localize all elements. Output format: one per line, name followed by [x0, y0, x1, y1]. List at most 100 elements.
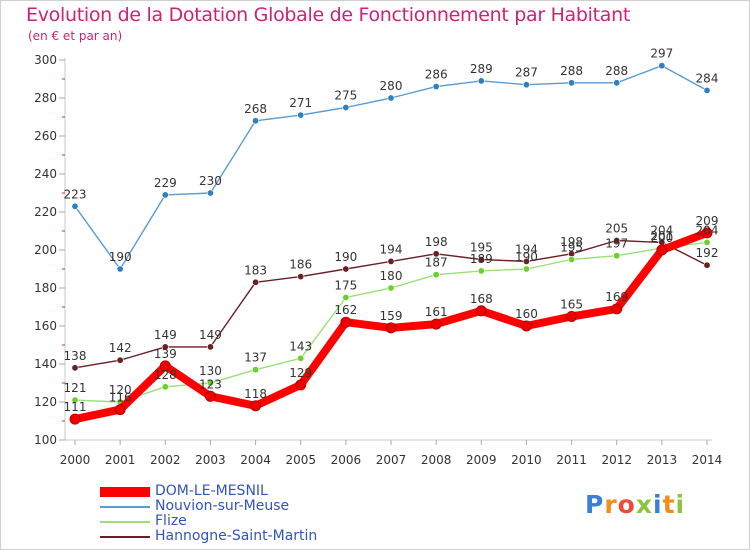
data-point-flize: [613, 252, 621, 260]
data-point-dom-le-mesnil: [250, 400, 262, 412]
data-label-nouvion-sur-meuse: 223: [64, 187, 87, 201]
legend-label-nouvion-sur-meuse: Nouvion-sur-Meuse: [155, 498, 290, 514]
data-label-hannogne-saint-martin: 194: [515, 242, 538, 256]
data-label-dom-le-mesnil: 139: [154, 347, 177, 361]
x-tick-label: 2006: [331, 453, 362, 467]
x-tick-label: 2002: [150, 453, 181, 467]
data-point-hannogne-saint-martin: [116, 356, 124, 364]
data-point-flize: [161, 383, 169, 391]
data-point-dom-le-mesnil: [204, 390, 216, 402]
y-tick-label: 260: [34, 129, 57, 143]
logo-letter: P: [585, 490, 605, 519]
data-label-flize: 190: [515, 250, 538, 264]
chart-title: Evolution de la Dotation Globale de Fonc…: [26, 4, 631, 26]
data-label-nouvion-sur-meuse: 289: [470, 62, 493, 76]
legend-swatch-dom-le-mesnil: [100, 487, 150, 497]
data-label-flize: 120: [109, 383, 132, 397]
data-point-nouvion-sur-meuse: [387, 94, 395, 102]
data-label-nouvion-sur-meuse: 268: [244, 102, 267, 116]
data-point-hannogne-saint-martin: [297, 273, 305, 281]
data-point-flize: [703, 238, 711, 246]
data-label-flize: 195: [560, 241, 583, 255]
data-point-flize: [206, 379, 214, 387]
data-label-nouvion-sur-meuse: 284: [696, 71, 719, 85]
data-point-hannogne-saint-martin: [161, 343, 169, 351]
x-tick-label: 2010: [511, 453, 542, 467]
x-tick-label: 2013: [647, 453, 678, 467]
data-label-hannogne-saint-martin: 198: [560, 235, 583, 249]
chart-subtitle: (en € et par an): [28, 29, 123, 43]
data-point-nouvion-sur-meuse: [432, 83, 440, 91]
data-label-dom-le-mesnil: 118: [244, 387, 267, 401]
series-hannogne-saint-martin: [71, 237, 711, 372]
data-point-flize: [342, 293, 350, 301]
data-point-dom-le-mesnil: [295, 379, 307, 391]
data-label-flize: 137: [244, 351, 267, 365]
data-label-nouvion-sur-meuse: 275: [334, 89, 357, 103]
x-tick-label: 2009: [466, 453, 497, 467]
data-point-hannogne-saint-martin: [342, 265, 350, 273]
data-label-dom-le-mesnil: 123: [199, 377, 222, 391]
data-label-nouvion-sur-meuse: 229: [154, 176, 177, 190]
data-label-hannogne-saint-martin: 194: [380, 242, 403, 256]
data-label-nouvion-sur-meuse: 288: [605, 64, 628, 78]
data-label-flize: 204: [696, 223, 719, 237]
legend-label-flize: Flize: [155, 513, 187, 529]
data-point-nouvion-sur-meuse: [297, 111, 305, 119]
x-tick-label: 2001: [105, 453, 136, 467]
data-label-flize: 175: [334, 279, 357, 293]
data-labels-layer: 223 190 229 230 268 271 275 280 286 289 287 288 288 2…: [64, 47, 719, 414]
series-nouvion-sur-meuse: [71, 62, 711, 273]
logo-letter: t: [662, 490, 676, 519]
data-label-nouvion-sur-meuse: 287: [515, 66, 538, 80]
data-point-nouvion-sur-meuse: [342, 104, 350, 112]
data-point-nouvion-sur-meuse: [658, 62, 666, 70]
data-label-dom-le-mesnil: 165: [560, 298, 583, 312]
data-point-dom-le-mesnil: [566, 311, 578, 322]
logo-letter: i: [653, 490, 663, 519]
data-point-flize: [252, 366, 260, 374]
axes: 100 120 140 160 180 200 220 240 260 280 300 2000 200…: [34, 53, 722, 467]
y-tick-label: 180: [34, 281, 57, 295]
data-point-hannogne-saint-martin: [206, 343, 214, 351]
data-point-nouvion-sur-meuse: [568, 79, 576, 87]
data-point-dom-le-mesnil: [114, 404, 126, 416]
data-label-hannogne-saint-martin: 183: [244, 263, 267, 277]
x-tick-label: 2005: [285, 453, 316, 467]
logo-letter: o: [617, 490, 636, 519]
data-label-nouvion-sur-meuse: 190: [109, 250, 132, 264]
data-label-hannogne-saint-martin: 195: [470, 241, 493, 255]
series-layer: [69, 62, 713, 425]
x-tick-label: 2003: [195, 453, 226, 467]
data-label-hannogne-saint-martin: 190: [334, 250, 357, 264]
data-label-flize: 143: [289, 339, 312, 353]
x-tick-label: 2012: [601, 453, 632, 467]
data-point-nouvion-sur-meuse: [522, 81, 530, 89]
data-point-flize: [432, 271, 440, 279]
data-point-dom-le-mesnil: [611, 303, 623, 315]
data-label-nouvion-sur-meuse: 286: [425, 68, 448, 82]
data-point-flize: [297, 354, 305, 362]
data-point-nouvion-sur-meuse: [252, 117, 260, 125]
data-point-dom-le-mesnil: [340, 316, 352, 328]
data-label-nouvion-sur-meuse: 297: [650, 47, 673, 61]
data-label-dom-le-mesnil: 129: [289, 366, 312, 380]
data-point-hannogne-saint-martin: [252, 278, 260, 286]
data-label-nouvion-sur-meuse: 280: [380, 79, 403, 93]
data-point-dom-le-mesnil: [69, 413, 81, 425]
data-label-dom-le-mesnil: 160: [515, 307, 538, 321]
data-label-flize: 187: [425, 256, 448, 270]
data-label-hannogne-saint-martin: 192: [696, 246, 719, 260]
legend-swatch-flize: [100, 521, 150, 523]
data-label-hannogne-saint-martin: 205: [605, 222, 628, 236]
data-point-nouvion-sur-meuse: [161, 191, 169, 199]
data-point-nouvion-sur-meuse: [206, 189, 214, 197]
y-tick-label: 300: [34, 53, 57, 67]
proxiti-logo: Proxiti: [585, 490, 685, 519]
data-point-dom-le-mesnil: [475, 305, 487, 317]
y-tick-label: 220: [34, 205, 57, 219]
data-point-nouvion-sur-meuse: [477, 77, 485, 85]
y-tick-label: 240: [34, 167, 57, 181]
data-point-hannogne-saint-martin: [522, 257, 530, 265]
